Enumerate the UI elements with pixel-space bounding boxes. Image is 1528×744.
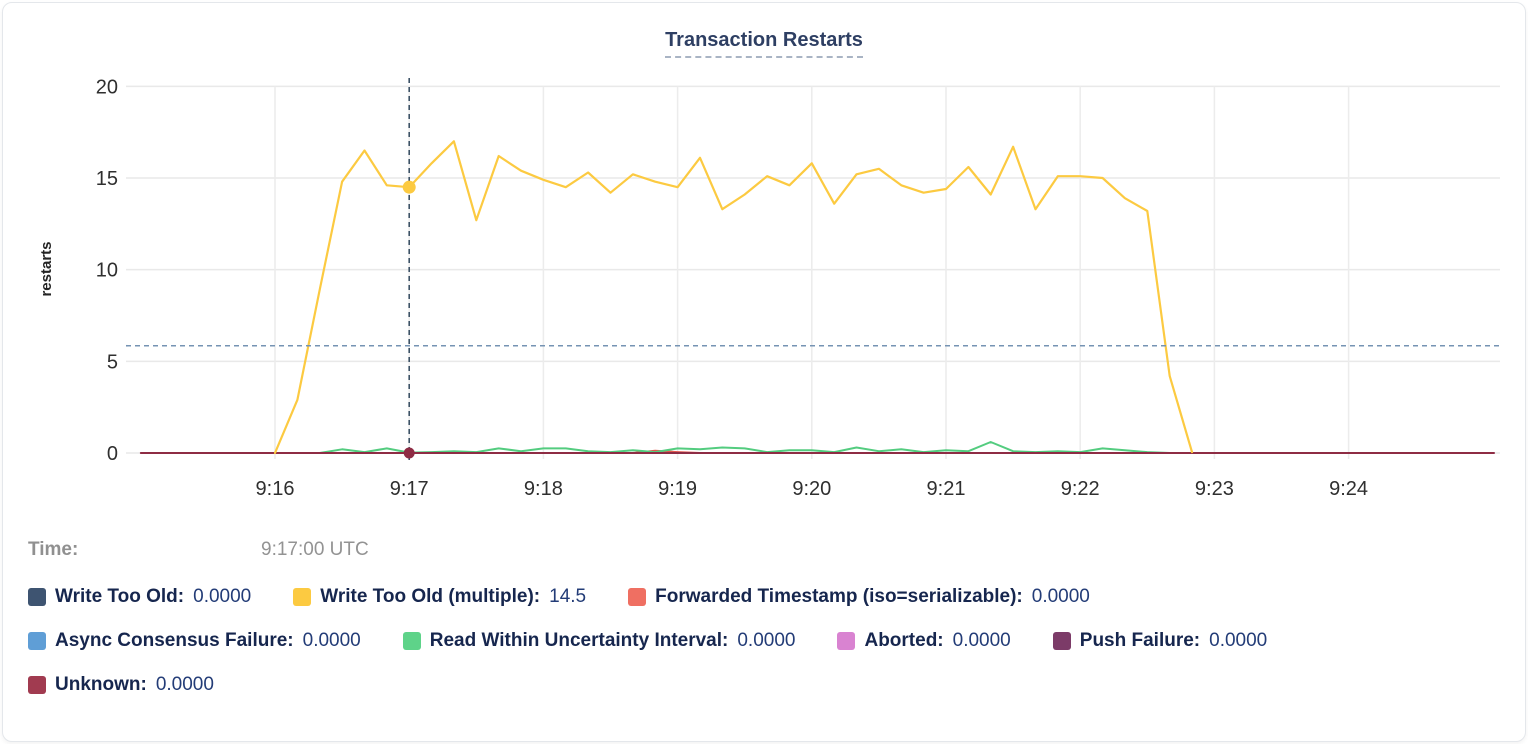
series-line-read-within-uncertainty-interval — [318, 441, 1171, 454]
legend-row: Write Too Old: 0.0000 Write Too Old (multi… — [28, 586, 1508, 608]
legend-swatch-forwarded-timestamp-iso-serializable — [628, 588, 647, 606]
y-tick-label: 0 — [107, 443, 118, 465]
legend-swatch-async-consensus-failure — [28, 632, 46, 650]
hover-time-label: Time: — [28, 539, 79, 560]
legend-value: 0.0000 — [1031, 586, 1090, 607]
y-tick-label: 10 — [96, 260, 118, 282]
legend-value: 0.0000 — [737, 630, 796, 651]
legend-item-forwarded-timestamp-iso-serializable: Forwarded Timestamp (iso=serializable): 0… — [628, 586, 1090, 608]
hover-point — [402, 180, 416, 194]
chart-title[interactable]: Transaction Restarts — [665, 29, 863, 58]
legend-item-unknown: Unknown: 0.0000 — [28, 674, 214, 696]
legend-row: Async Consensus Failure: 0.0000 Read Withi… — [28, 630, 1508, 652]
legend-item-write-too-old: Write Too Old: 0.0000 — [28, 586, 251, 608]
legend-value: 0.0000 — [302, 630, 361, 651]
legend-swatch-aborted — [837, 632, 856, 650]
legend-label: Write Too Old: — [55, 586, 185, 607]
legend-label: Write Too Old (multiple): — [320, 586, 541, 607]
y-tick-label: 5 — [107, 351, 118, 373]
legend-label: Async Consensus Failure: — [55, 630, 294, 651]
legend-item-async-consensus-failure: Async Consensus Failure: 0.0000 — [28, 630, 361, 652]
legend-label: Aborted: — [864, 630, 944, 651]
legend-swatch-read-within-uncertainty-interval — [402, 632, 421, 650]
legend-value: 0.0000 — [952, 630, 1011, 651]
legend-swatch-unknown — [28, 676, 46, 694]
x-tick-label: 9:23 — [1195, 478, 1234, 500]
legend-item-push-failure: Push Failure: 0.0000 — [1052, 630, 1268, 652]
x-tick-label: 9:16 — [256, 478, 295, 500]
x-tick-label: 9:19 — [658, 478, 697, 500]
hover-point — [403, 447, 415, 459]
x-tick-label: 9:22 — [1061, 478, 1100, 500]
legend-label: Read Within Uncertainty Interval: — [429, 630, 729, 651]
chart-plot-area[interactable]: 0 5 10 15 20 9:16 9:17 9:18 9:19 9:20 9:21 9:22 9:23… — [3, 3, 1528, 523]
chart-legend: Write Too Old: 0.0000 Write Too Old (multi… — [28, 586, 1508, 696]
y-tick-label: 20 — [96, 76, 118, 98]
legend-label: Forwarded Timestamp (iso=serializable): — [655, 586, 1023, 607]
x-tick-label: 9:24 — [1329, 478, 1368, 500]
x-tick-label: 9:20 — [792, 478, 831, 500]
y-axis-title: restarts — [38, 241, 55, 296]
x-tick-label: 9:18 — [524, 478, 563, 500]
legend-swatch-push-failure — [1052, 632, 1071, 650]
hover-time-value: 9:17:00 UTC — [261, 539, 369, 560]
legend-value: 0.0000 — [193, 586, 252, 607]
legend-item-write-too-old-multiple: Write Too Old (multiple): 14.5 — [293, 586, 586, 608]
y-tick-label: 15 — [96, 168, 118, 190]
legend-value: 0.0000 — [155, 674, 214, 695]
legend-value: 0.0000 — [1209, 630, 1268, 651]
legend-item-aborted: Aborted: 0.0000 — [837, 630, 1011, 652]
legend-label: Unknown: — [55, 674, 147, 695]
legend-value: 14.5 — [549, 586, 587, 607]
legend-item-read-within-uncertainty-interval: Read Within Uncertainty Interval: 0.0000 — [402, 630, 796, 652]
legend-label: Push Failure: — [1079, 630, 1201, 651]
hover-time-row: Time: 9:17:00 UTC — [28, 539, 369, 561]
x-tick-label: 9:21 — [927, 478, 966, 500]
chart-title-wrap: Transaction Restarts — [3, 29, 1525, 58]
x-tick-label: 9:17 — [390, 478, 429, 500]
series-line-write-too-old-multiple — [273, 140, 1194, 455]
legend-row: Unknown: 0.0000 — [28, 674, 1508, 696]
legend-swatch-write-too-old — [28, 588, 46, 606]
legend-swatch-write-too-old-multiple — [293, 588, 312, 606]
